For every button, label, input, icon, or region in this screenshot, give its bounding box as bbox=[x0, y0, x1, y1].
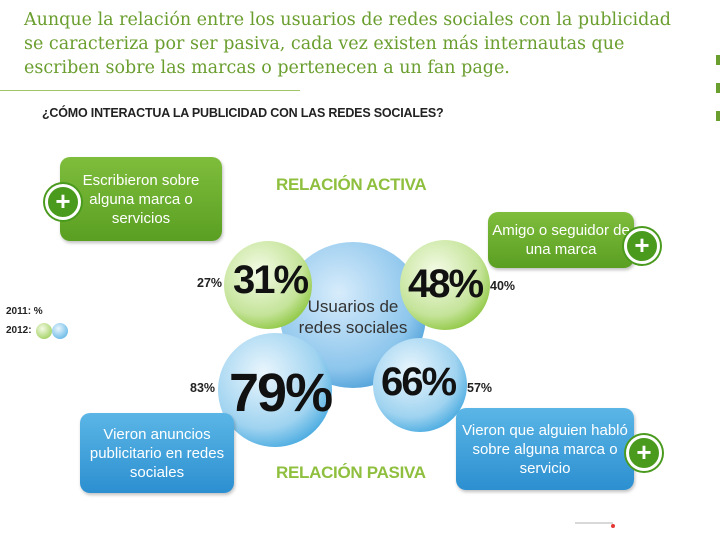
legend-green-dot bbox=[36, 323, 52, 339]
pct-2011-amigo: 40% bbox=[490, 279, 516, 293]
circle-amigo bbox=[400, 240, 490, 330]
pct-2011-alguien: 57% bbox=[467, 381, 493, 395]
legend-2011-label: 2011: % bbox=[6, 306, 43, 317]
pct-2012-alguien: 66% bbox=[381, 360, 457, 404]
callout-amigo: Amigo o seguidor de una marca bbox=[488, 212, 634, 268]
pct-2011-anuncios: 83% bbox=[190, 381, 216, 395]
pct-2012-amigo: 48% bbox=[408, 262, 484, 306]
circle-anuncios bbox=[218, 333, 332, 447]
plus-icon: + bbox=[624, 228, 660, 264]
callout-escribieron: Escribieron sobre alguna marca o servici… bbox=[60, 157, 222, 241]
plus-icon: + bbox=[626, 435, 662, 471]
section-passive: RELACIÓN PASIVA bbox=[276, 463, 426, 482]
circle-alguien bbox=[373, 338, 467, 432]
legend-2012-label: 2012: bbox=[6, 325, 32, 336]
callout-alguien: Vieron que alguien habló sobre alguna ma… bbox=[456, 408, 634, 490]
divider bbox=[0, 90, 300, 91]
center-label: Usuarios de redes sociales bbox=[298, 297, 408, 337]
footer-dot bbox=[611, 524, 615, 528]
legend-blue-dot bbox=[52, 323, 68, 339]
footer-line bbox=[575, 522, 613, 524]
plus-icon: + bbox=[45, 184, 81, 220]
circle-escribieron bbox=[224, 241, 312, 329]
pct-2012-escribieron: 31% bbox=[233, 258, 309, 302]
intro-paragraph: Aunque la relación entre los usuarios de… bbox=[24, 10, 671, 78]
section-active: RELACIÓN ACTIVA bbox=[276, 175, 427, 194]
diagram-question: ¿CÓMO INTERACTUA LA PUBLICIDAD CON LAS R… bbox=[42, 106, 444, 120]
side-marks bbox=[716, 55, 720, 145]
pct-2012-anuncios: 79% bbox=[229, 363, 333, 423]
pct-2011-escribieron: 27% bbox=[197, 276, 223, 290]
callout-anuncios: Vieron anuncios publicitario en redes so… bbox=[80, 413, 234, 493]
